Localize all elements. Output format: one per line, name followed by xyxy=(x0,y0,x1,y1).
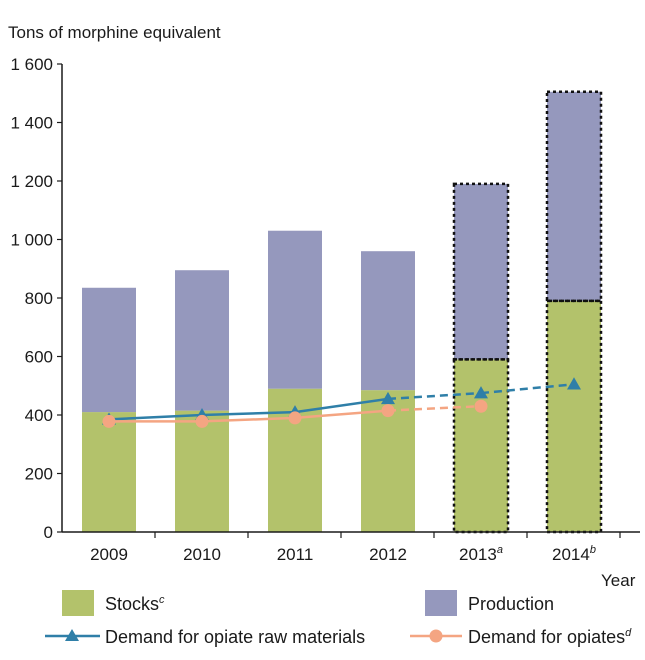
legend-swatch-stocks xyxy=(62,590,94,616)
x-tick-label-2012: 2012 xyxy=(369,545,407,564)
point-raw-materials-2012 xyxy=(381,391,395,405)
bar-stocks-2014 xyxy=(547,300,601,532)
legend-label: Stocksc xyxy=(105,594,165,614)
legend-label: Production xyxy=(468,594,554,614)
point-opiates-2009 xyxy=(102,414,116,428)
y-tick-label: 600 xyxy=(25,348,53,367)
bar-production-2014 xyxy=(547,91,601,301)
x-tick-label-2011: 2011 xyxy=(277,545,314,564)
y-axis-title: Tons of morphine equivalent xyxy=(8,23,221,42)
legend-swatch-production xyxy=(425,590,457,616)
x-tick-label-2014: 2014b xyxy=(552,544,596,564)
bars xyxy=(82,90,603,534)
legend-marker-triangle xyxy=(65,629,79,641)
x-tick-label-2013: 2013a xyxy=(459,544,503,564)
bar-production-2013 xyxy=(454,183,508,360)
point-opiates-2011 xyxy=(288,411,302,425)
y-tick-label: 1 000 xyxy=(10,231,53,250)
legend: Stocksc Production Demand for opiate raw m… xyxy=(45,590,632,647)
bar-production-2010 xyxy=(175,270,229,411)
y-tick-label: 1 600 xyxy=(10,55,53,74)
point-raw-materials-2014 xyxy=(567,377,581,390)
bar-production-2011 xyxy=(268,230,322,389)
line-segment xyxy=(201,410,296,417)
y-tick-label: 200 xyxy=(25,465,53,484)
y-tick-label: 1 200 xyxy=(10,172,53,191)
line-segment xyxy=(108,413,203,421)
line-segment xyxy=(387,391,482,401)
bar-production-2012 xyxy=(361,251,415,391)
x-axis: 2009 2010 2011 2012 2013a 2014b xyxy=(90,532,621,564)
point-opiates-2012 xyxy=(381,404,395,418)
bar-stocks-2013 xyxy=(454,359,508,532)
y-tick-label: 800 xyxy=(25,289,53,308)
line-segment xyxy=(201,416,296,423)
line-segment xyxy=(294,409,389,420)
legend-marker-circle xyxy=(429,629,443,643)
x-axis-title: Year xyxy=(601,571,636,590)
y-tick-label: 0 xyxy=(44,523,53,542)
bar-stocks-2009 xyxy=(82,412,136,532)
line-segment xyxy=(480,383,575,395)
bar-production-2009 xyxy=(82,287,136,413)
bar-stocks-2010 xyxy=(175,410,229,532)
x-tick-label-2010: 2010 xyxy=(183,545,221,564)
legend-label: Demand for opiate raw materials xyxy=(105,627,365,647)
y-tick-label: 400 xyxy=(25,406,53,425)
y-axis: 0 200 400 600 800 1 000 1 200 1 400 1 600 xyxy=(10,55,63,542)
projection-outline-2014 xyxy=(545,90,603,303)
line-segment xyxy=(387,404,482,412)
point-raw-materials-2013 xyxy=(474,386,488,399)
legend-label: Demand for opiatesd xyxy=(468,627,632,647)
projection-outline-2013 xyxy=(452,182,510,361)
line-series xyxy=(102,377,581,428)
y-tick-label: 1 400 xyxy=(10,114,53,133)
x-tick-label-2009: 2009 xyxy=(90,545,128,564)
point-opiates-2010 xyxy=(195,414,209,428)
point-opiates-2013 xyxy=(474,399,488,413)
line-segment xyxy=(294,397,389,414)
